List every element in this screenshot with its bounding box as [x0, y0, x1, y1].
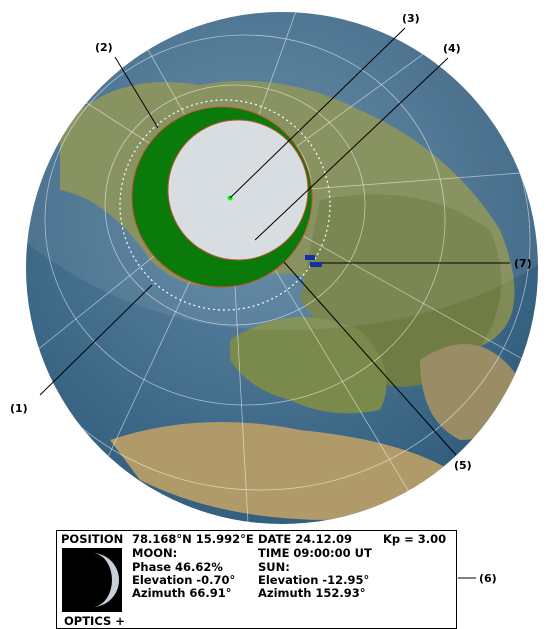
- callout-label: (7): [514, 257, 532, 270]
- callout-label: (2): [95, 41, 113, 54]
- callout-label: (4): [443, 42, 461, 55]
- sun-azimuth: Azimuth 152.93°: [258, 586, 366, 600]
- moon-azimuth: Azimuth 66.91°: [132, 586, 232, 600]
- callout-label: (6): [479, 572, 497, 585]
- globe: [26, 12, 538, 524]
- observer-markers: [305, 255, 322, 267]
- time: TIME 09:00:00 UT: [258, 546, 372, 560]
- sun-header: SUN:: [258, 560, 290, 574]
- info-panel: POSITION 78.168°N 15.992°E DATE 24.12.09…: [56, 530, 457, 629]
- callout-label: (5): [454, 459, 472, 472]
- callout-label: (3): [402, 12, 420, 25]
- position-value: 78.168°N 15.992°E: [132, 532, 254, 546]
- date: DATE 24.12.09: [258, 532, 352, 546]
- optics-button[interactable]: OPTICS +: [64, 614, 125, 628]
- moon-phase-shape: [92, 553, 119, 607]
- moon-header: MOON:: [132, 546, 177, 560]
- kp: Kp = 3.00: [383, 532, 446, 546]
- moon-elevation: Elevation -0.70°: [132, 573, 235, 587]
- aurora-oval: [131, 106, 313, 288]
- position-label: POSITION: [61, 532, 123, 546]
- sun-elevation: Elevation -12.95°: [258, 573, 369, 587]
- visibility-circle: [119, 99, 331, 311]
- callout-lines: [39, 27, 510, 579]
- moon-phase: Phase 46.62%: [132, 560, 223, 574]
- callout-label: (1): [10, 402, 28, 415]
